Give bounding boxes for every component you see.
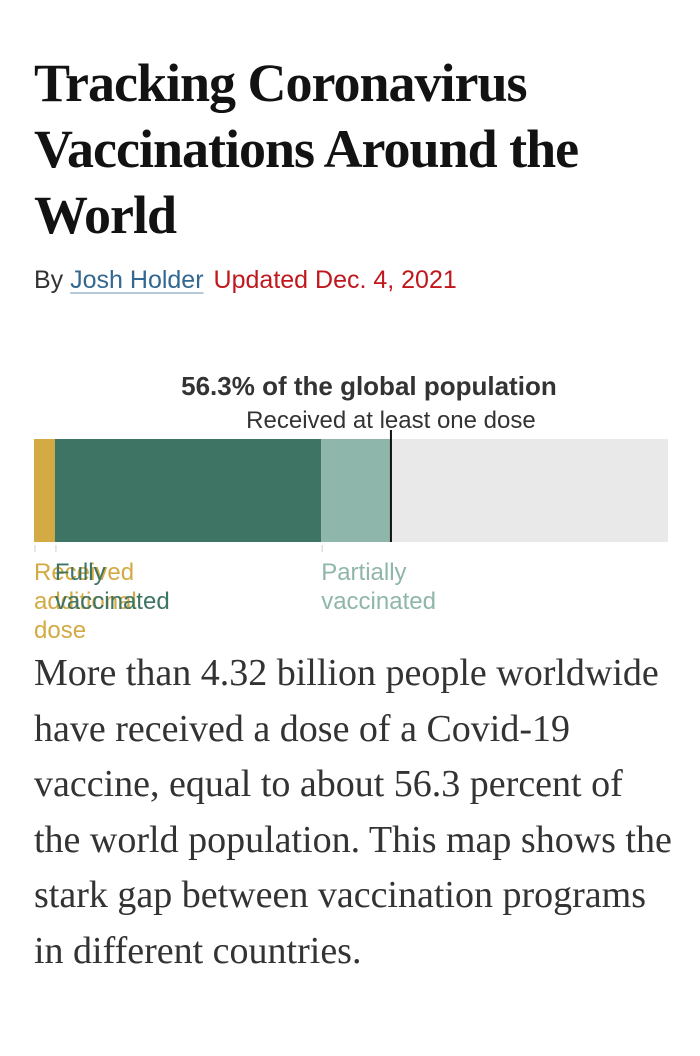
chart-title: 56.3% of the global population [181,371,557,401]
article-summary: More than 4.32 billion people worldwide … [34,652,672,972]
bar-segment-1 [54,439,322,542]
legend-label-line: Received [34,559,135,586]
legend-label-line: Partially [321,559,407,586]
legend-label-line: vaccinated [54,588,170,615]
byline-prefix: By [34,266,64,294]
legend-label-line: additional [34,588,137,615]
legend-label-2: Partially vaccinated [321,558,436,616]
headline: Tracking Coronavirus Vaccinations Around… [34,53,579,245]
byline: By Josh Holder Updated Dec. 4, 2021 [34,263,457,297]
updated-timestamp: Updated Dec. 4, 2021 [213,266,457,294]
chart-subtitle: Received at least one dose [246,407,536,434]
author-link[interactable]: Josh Holder [70,266,204,294]
legend-label-0: Received additional dose [34,558,137,645]
bar-segment-0 [34,439,55,542]
legend-label-line: dose [34,617,87,644]
vaccination-bar-chart [34,430,668,552]
legend-label-line: vaccinated [321,588,436,615]
legend-label-1: Fully vaccinated [55,558,170,616]
legend-label-line: Fully [54,559,106,586]
bar-segment-2 [321,439,391,542]
